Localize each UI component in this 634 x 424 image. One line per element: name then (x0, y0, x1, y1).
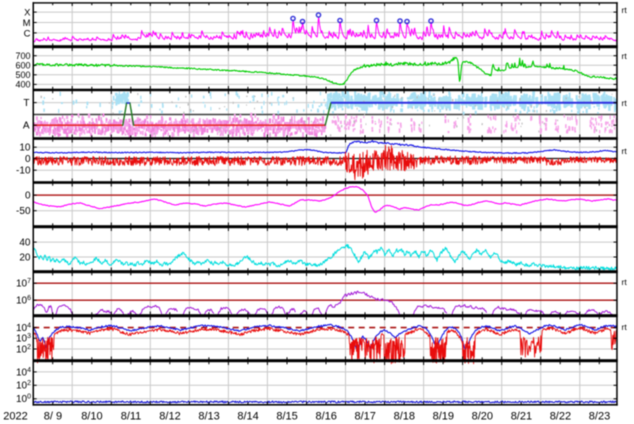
svg-text:8/14: 8/14 (237, 411, 258, 423)
svg-text:8/20: 8/20 (472, 411, 493, 423)
svg-text:8/ 9: 8/ 9 (44, 411, 62, 423)
svg-text:104: 104 (16, 367, 31, 379)
svg-text:M: M (23, 18, 31, 29)
svg-text:102: 102 (16, 380, 31, 392)
svg-text:600: 600 (15, 60, 30, 70)
svg-text:20: 20 (19, 252, 31, 263)
svg-text:100: 100 (16, 394, 31, 406)
svg-text:8/16: 8/16 (315, 411, 336, 423)
svg-text:700: 700 (15, 51, 30, 61)
svg-text:-10: -10 (16, 166, 31, 177)
svg-text:rt: rt (622, 277, 628, 287)
svg-text:2022: 2022 (3, 411, 27, 423)
svg-text:8/21: 8/21 (511, 411, 532, 423)
svg-text:8/13: 8/13 (198, 411, 219, 423)
svg-text:107: 107 (16, 278, 31, 290)
svg-text:104: 104 (16, 323, 31, 335)
svg-text:103: 103 (16, 333, 31, 345)
svg-text:A: A (23, 121, 30, 132)
svg-text:-50: -50 (16, 206, 31, 217)
svg-text:8/12: 8/12 (159, 411, 180, 423)
svg-text:8/22: 8/22 (550, 411, 571, 423)
svg-text:106: 106 (16, 295, 31, 307)
svg-text:C: C (24, 28, 31, 39)
svg-text:40: 40 (19, 238, 31, 249)
svg-text:X: X (24, 8, 31, 19)
svg-text:500: 500 (15, 70, 30, 80)
svg-text:8/15: 8/15 (276, 411, 297, 423)
svg-text:0: 0 (25, 154, 31, 165)
svg-text:10: 10 (19, 143, 31, 154)
svg-text:rt: rt (622, 322, 628, 332)
svg-text:8/11: 8/11 (121, 411, 142, 423)
svg-text:rt: rt (622, 146, 628, 156)
svg-text:8/10: 8/10 (81, 411, 102, 423)
svg-text:8/17: 8/17 (354, 411, 375, 423)
svg-text:400: 400 (15, 80, 30, 90)
svg-text:T: T (23, 98, 29, 109)
svg-text:8/23: 8/23 (589, 411, 610, 423)
svg-text:0: 0 (25, 191, 31, 202)
svg-text:8/19: 8/19 (433, 411, 454, 423)
svg-text:rt: rt (622, 51, 628, 61)
svg-text:102: 102 (16, 344, 31, 356)
svg-text:8/18: 8/18 (394, 411, 415, 423)
svg-text:rt: rt (622, 98, 628, 108)
svg-text:rt: rt (622, 5, 628, 15)
